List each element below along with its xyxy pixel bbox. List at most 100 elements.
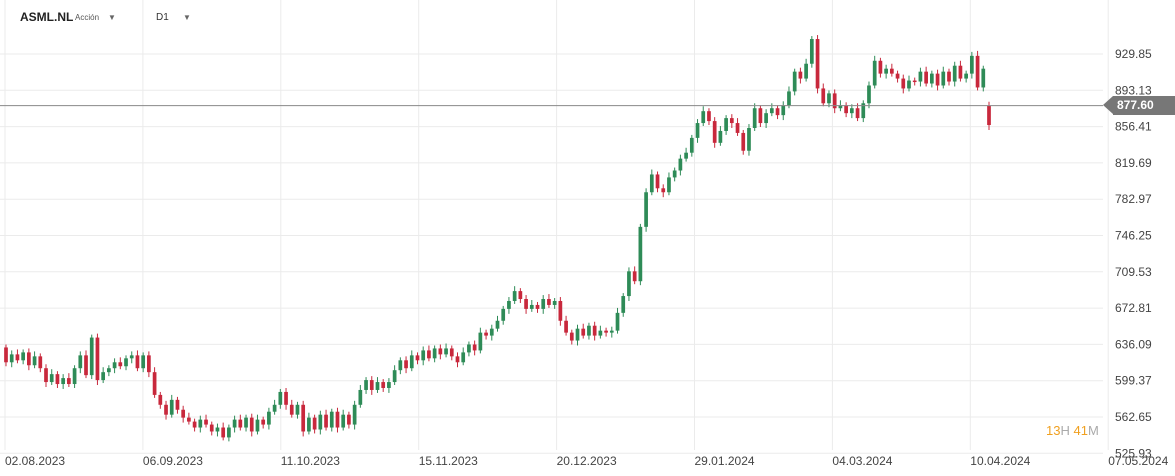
symbol-label[interactable]: ASML.NL (20, 10, 74, 24)
candle-body (918, 71, 923, 82)
candle-body (272, 404, 277, 412)
candle-body (981, 68, 986, 88)
x-tick-label: 02.08.2023 (5, 454, 65, 468)
candle-body (461, 352, 466, 363)
candle-body (61, 378, 66, 385)
candle-body (569, 332, 574, 341)
candle-body (375, 382, 380, 390)
candle-body (564, 320, 568, 333)
candle-body (421, 350, 426, 361)
timer-hours: 13 (1046, 423, 1061, 438)
candle-body (895, 73, 900, 79)
timeframe-dropdown-icon[interactable]: ▼ (183, 13, 191, 22)
candle-body (529, 304, 534, 309)
candle-body (649, 174, 654, 193)
current-price-badge: 877.60 (1103, 96, 1175, 116)
candle-body (284, 391, 288, 405)
candle-body (747, 127, 751, 151)
candle-body (472, 344, 477, 351)
timeframe-selector[interactable]: D1 (156, 12, 169, 23)
x-tick-label: 15.11.2023 (419, 454, 478, 468)
candle-body (849, 108, 854, 114)
y-tick-label: 746.25 (1115, 229, 1152, 243)
candle-body (815, 39, 820, 89)
y-axis-labels: 929.85 893.13 856.41 819.69 782.97 746.25 709.… (1115, 47, 1152, 460)
candle-body (204, 419, 208, 425)
candle-body (627, 271, 631, 297)
x-tick-label: 04.03.2024 (832, 454, 892, 468)
candle-body (929, 73, 934, 84)
candle-body (615, 312, 620, 331)
candle-body (701, 111, 706, 124)
candle-body (192, 421, 197, 428)
candle-body (987, 105, 991, 126)
candle-body (724, 118, 728, 131)
y-tick-label: 819.69 (1115, 156, 1152, 170)
candle-body (707, 111, 711, 122)
candle-body (404, 360, 408, 369)
candle-body (587, 325, 591, 336)
candle-body (244, 417, 248, 428)
candle-body (107, 368, 111, 373)
candle-body (158, 394, 163, 405)
candle-body (958, 65, 963, 79)
candle-body (781, 105, 786, 116)
candle-body (575, 328, 580, 341)
candle-body (318, 414, 323, 430)
candle-body (307, 417, 311, 432)
candle-body (809, 39, 814, 64)
candle-body (221, 427, 226, 438)
candle-body (169, 399, 174, 415)
candle-body (547, 299, 551, 305)
candle-body (632, 271, 637, 282)
symbol-dropdown-icon[interactable]: ▼ (108, 13, 116, 22)
candle-body (141, 355, 146, 369)
candle-body (769, 108, 774, 114)
candle-body (38, 356, 43, 369)
candle-body (695, 123, 700, 138)
candle-body (838, 105, 843, 109)
candle-body (358, 389, 363, 405)
candle-countdown-timer: 13H 41M (1046, 423, 1099, 438)
candle-body (72, 368, 77, 385)
candle-body (467, 344, 471, 353)
candle-body (764, 113, 768, 124)
candle-body (661, 188, 666, 193)
candle-body (147, 355, 151, 373)
y-tick-label: 636.09 (1115, 337, 1152, 351)
candle-body (112, 362, 117, 369)
candle-body (832, 93, 837, 109)
candle-body (552, 300, 557, 305)
timer-minutes-unit: M (1087, 423, 1099, 438)
candle-body (758, 108, 763, 124)
candles (4, 35, 991, 442)
candle-body (512, 291, 517, 301)
candle-body (798, 71, 803, 79)
candle-body (232, 419, 237, 428)
candle-body (775, 108, 780, 116)
candle-body (352, 404, 357, 425)
candle-body (844, 105, 848, 114)
candle-body (312, 417, 317, 430)
candle-body (124, 358, 128, 367)
y-tick-label: 525.93 (1115, 446, 1152, 460)
chart-grid (0, 0, 1109, 454)
candle-body (907, 80, 911, 89)
candle-body (267, 411, 271, 425)
candle-body (409, 355, 414, 369)
candle-body (598, 330, 603, 336)
candle-body (84, 355, 88, 376)
candle-body (249, 417, 254, 432)
y-tick-label: 672.81 (1115, 301, 1152, 315)
candle-body (347, 414, 351, 425)
candle-body (924, 71, 928, 84)
candle-body (678, 158, 683, 171)
candle-body (15, 354, 20, 361)
candle-body (9, 354, 14, 363)
candle-body (495, 320, 500, 329)
candle-body (621, 296, 626, 313)
candle-body (129, 355, 134, 359)
candle-body (518, 291, 523, 300)
candle-body (878, 60, 883, 74)
